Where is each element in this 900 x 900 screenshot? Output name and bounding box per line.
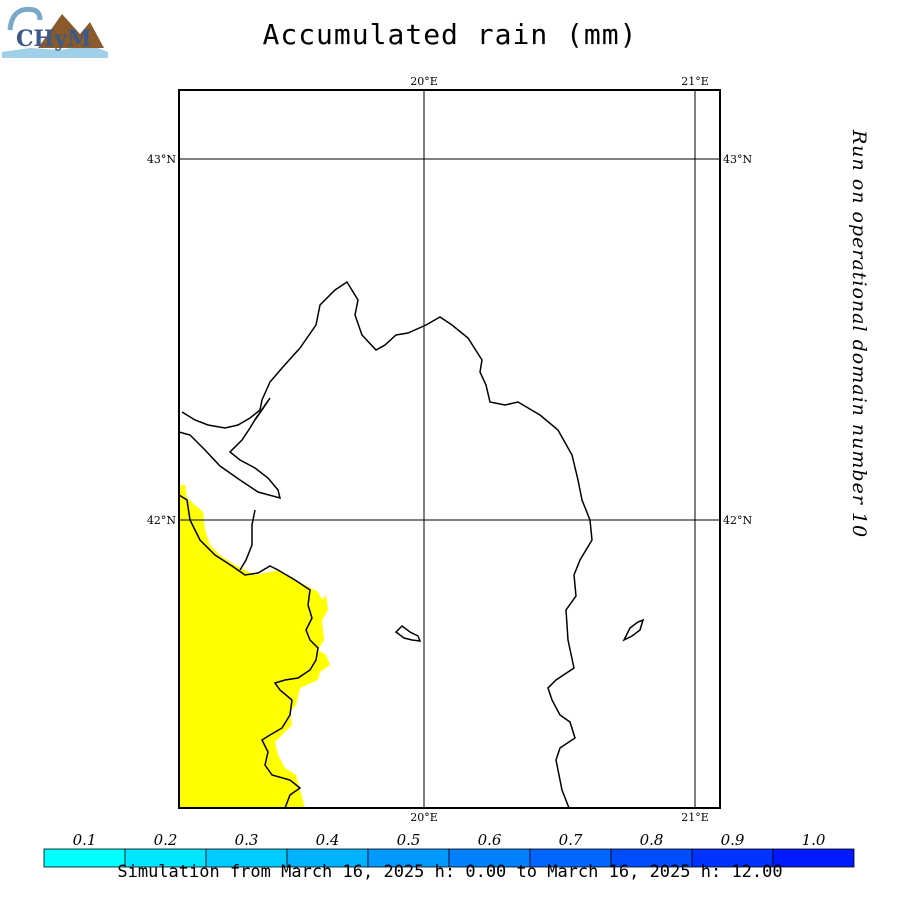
colorbar-label: 0.4 — [316, 831, 340, 849]
border-line-2 — [239, 509, 256, 571]
colorbar: 0.1 0.2 0.3 0.4 0.5 0.6 0.7 0.8 0.9 1.0 — [43, 831, 855, 868]
logo-text: CHyM — [16, 26, 91, 52]
lon-top-label-21e: 21°E — [681, 75, 709, 88]
colorbar-swatch — [772, 848, 855, 868]
chym-logo: CHyM — [0, 0, 110, 60]
lat-left-label-42n: 42°N — [147, 514, 176, 527]
colorbar-label: 0.5 — [397, 831, 421, 849]
lat-right-label-42n: 42°N — [723, 514, 752, 527]
colorbar-label: 0.2 — [154, 831, 178, 849]
simulation-period: Simulation from March 16, 2025 h: 0.00 t… — [117, 862, 783, 882]
lon-top-label-20e: 20°E — [410, 75, 438, 88]
map-title: Accumulated rain (mm) — [262, 18, 638, 51]
lat-left-label-43n: 43°N — [147, 153, 176, 166]
lon-bottom-label-21e: 21°E — [681, 811, 709, 824]
colorbar-label: 1.0 — [802, 831, 826, 849]
lat-right-label-43n: 43°N — [723, 153, 752, 166]
colorbar-label: 0.6 — [478, 831, 502, 849]
lake-1 — [394, 625, 422, 642]
map-frame — [178, 89, 721, 809]
border-line — [181, 280, 593, 809]
rain-area — [179, 485, 330, 808]
colorbar-label: 0.3 — [235, 831, 259, 849]
lake-2 — [622, 618, 645, 642]
colorbar-label: 0.8 — [640, 831, 664, 849]
lon-bottom-label-20e: 20°E — [410, 811, 438, 824]
side-caption: Run on operational domain number 10 — [848, 130, 870, 539]
colorbar-label: 0.1 — [73, 831, 97, 849]
coast-line-2 — [178, 494, 319, 809]
colorbar-label: 0.9 — [721, 831, 745, 849]
coast-line — [178, 397, 282, 500]
colorbar-label: 0.7 — [559, 831, 583, 849]
